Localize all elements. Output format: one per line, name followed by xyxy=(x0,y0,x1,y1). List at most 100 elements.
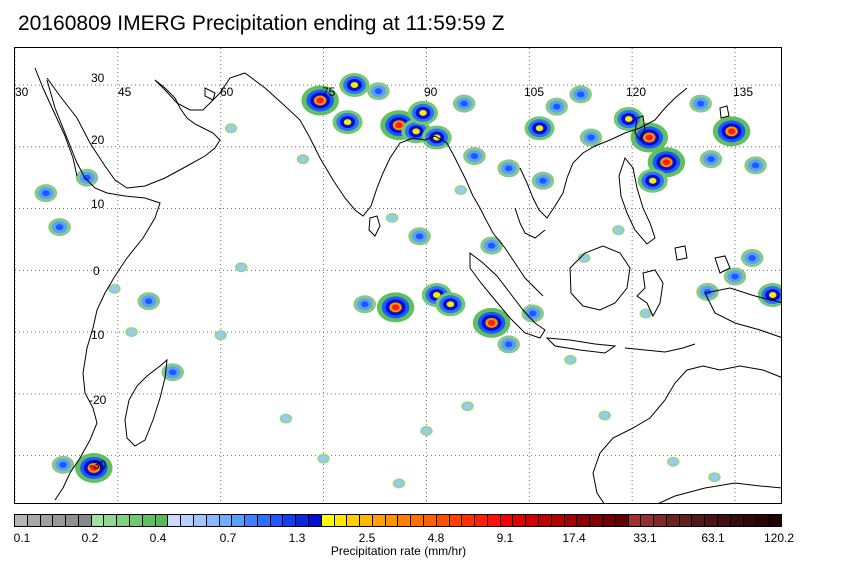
colorbar-swatch xyxy=(654,514,667,527)
precipitation-cell xyxy=(645,134,654,141)
africa-east-coast xyxy=(46,79,161,501)
precipitation-cell xyxy=(696,100,705,107)
lon-label: 90 xyxy=(424,85,438,99)
red-sea-west-coast xyxy=(34,67,78,177)
borneo-coast xyxy=(569,245,631,311)
colorbar-swatch xyxy=(628,514,642,527)
precipitation-cell xyxy=(127,329,136,336)
precipitation-cell xyxy=(59,461,67,468)
colorbar-swatch xyxy=(168,514,182,527)
colorbar-tick-label: 4.8 xyxy=(427,531,445,545)
colorbar-swatch xyxy=(40,514,54,527)
precipitation-cell xyxy=(391,304,400,311)
lesser-sunda-coast xyxy=(624,343,696,353)
colorbar-swatch xyxy=(372,514,386,527)
colorbar-swatch xyxy=(564,514,578,527)
island-coast xyxy=(674,245,688,261)
colorbar-swatch xyxy=(577,514,591,527)
precipitation-cell xyxy=(600,412,609,419)
precipitation-cell xyxy=(42,190,50,197)
lat-label: 10 xyxy=(91,197,105,211)
precipitation-cell xyxy=(460,100,468,107)
colorbar-swatch xyxy=(602,514,616,527)
colorbar-swatch xyxy=(308,514,322,527)
precipitation-map: 30 45 60 75 90 105 120 135 30 20 10 0 10… xyxy=(14,47,782,504)
colorbar-swatch xyxy=(385,514,399,527)
lat-label: 10 xyxy=(91,328,105,342)
precipitation-cell xyxy=(422,427,431,434)
colorbar-swatch xyxy=(283,514,297,527)
new-guinea-coast xyxy=(704,287,781,338)
colorbar-swatch xyxy=(206,514,220,527)
colorbar-tick-label: 63.1 xyxy=(701,531,725,545)
precipitation-cell xyxy=(55,224,64,231)
precipitation-cell xyxy=(727,128,736,135)
lat-label: 20 xyxy=(91,133,105,147)
precipitation-cell xyxy=(350,82,359,89)
island-coast xyxy=(714,255,731,274)
precipitation-cell xyxy=(374,88,383,95)
colorbar-swatch xyxy=(590,514,603,527)
colorbar-swatch xyxy=(347,514,361,527)
colorbar-swatch xyxy=(27,514,41,527)
precipitation-cell xyxy=(216,332,225,339)
arabian-peninsula-coast xyxy=(46,77,221,189)
precipitation-cell xyxy=(748,254,756,261)
precipitation-cell xyxy=(576,91,585,98)
lon-label: 45 xyxy=(118,85,132,99)
precipitation-cell xyxy=(388,214,396,221)
precipitation-colorbar xyxy=(14,514,782,527)
precipitation-cell xyxy=(419,109,427,116)
precipitation-cell xyxy=(566,356,575,363)
colorbar-tick-label: 2.5 xyxy=(358,531,376,545)
lon-label: 105 xyxy=(524,85,545,99)
lat-label: -20 xyxy=(89,393,107,407)
precipitation-cell xyxy=(642,310,650,317)
lon-label: 30 xyxy=(15,85,29,99)
colorbar-swatch xyxy=(692,514,706,527)
precipitation-cell xyxy=(751,162,760,169)
map-title: 20160809 IMERG Precipitation ending at 1… xyxy=(18,12,505,35)
island-coast xyxy=(204,87,216,101)
precipitation-cell xyxy=(528,310,537,317)
colorbar-swatch xyxy=(130,514,143,527)
colorbar-swatch xyxy=(743,514,757,527)
colorbar-swatch xyxy=(424,514,437,527)
precipitation-cell xyxy=(282,415,290,422)
colorbar-swatch xyxy=(245,514,258,527)
precipitation-overlay xyxy=(34,73,781,489)
colorbar-tick-label: 17.4 xyxy=(562,531,586,545)
australia-coast xyxy=(592,365,781,503)
island-coast xyxy=(719,105,730,119)
colorbar-tick-label: 0.4 xyxy=(149,531,167,545)
colorbar-tick-label: 0.1 xyxy=(13,531,31,545)
colorbar-swatch xyxy=(155,514,169,527)
lat-label: 0 xyxy=(93,264,100,278)
colorbar-swatch xyxy=(449,514,463,527)
colorbar-swatch xyxy=(78,514,92,527)
colorbar-swatch xyxy=(641,514,655,527)
precipitation-cell xyxy=(144,298,153,305)
precipitation-cell xyxy=(463,403,472,410)
colorbar-swatch xyxy=(500,514,514,527)
colorbar-swatch xyxy=(679,514,693,527)
precipitation-cell xyxy=(648,177,657,184)
colorbar-tick-label: 120.2 xyxy=(763,531,795,545)
colorbar-swatch xyxy=(270,514,284,527)
colorbar-swatch xyxy=(513,514,527,527)
lon-label: 75 xyxy=(322,85,336,99)
precipitation-cell xyxy=(456,187,465,194)
precipitation-cell xyxy=(662,159,671,166)
precipitation-cell xyxy=(504,341,513,348)
precipitation-cell xyxy=(710,474,719,481)
colorbar-swatch xyxy=(666,514,680,527)
precipitation-cell xyxy=(316,97,324,104)
lat-label: 30 xyxy=(91,71,105,85)
colorbar-swatch xyxy=(769,514,782,527)
colorbar-tick-label: 9.1 xyxy=(496,531,514,545)
colorbar-tick-label: 0.7 xyxy=(219,531,237,545)
colorbar-swatch xyxy=(615,514,629,527)
madagascar-coast xyxy=(124,358,168,447)
colorbar-swatch xyxy=(756,514,770,527)
gulf-of-thailand-coast xyxy=(514,207,546,239)
